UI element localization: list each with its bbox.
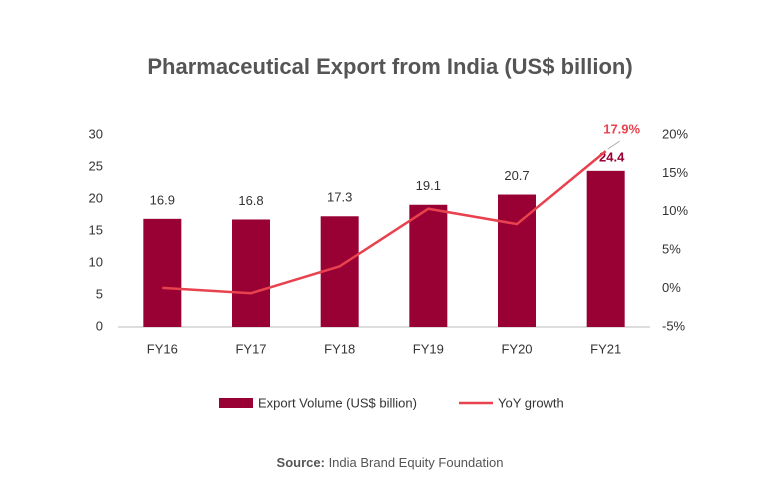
y-tick-label: 5 [96, 286, 103, 301]
y-tick-label: 15 [89, 222, 103, 237]
y-tick-label: 10 [89, 254, 103, 269]
y-tick-label: 0 [96, 318, 103, 333]
bar-value-label: 19.1 [416, 178, 441, 193]
bar [232, 219, 270, 327]
bar-value-label: 16.9 [150, 192, 175, 207]
y-tick-label: 20 [89, 190, 103, 205]
bar [409, 204, 448, 327]
x-tick-label: FY17 [235, 341, 266, 356]
source-label: Source: [277, 455, 325, 470]
legend-label: YoY growth [498, 395, 564, 410]
y2-tick-label: 0% [662, 280, 681, 295]
x-tick-label: FY21 [590, 341, 621, 356]
line [162, 150, 607, 295]
x-tick-label: FY16 [147, 341, 178, 356]
y-tick-label: 30 [89, 126, 103, 141]
bar [143, 218, 182, 327]
line-value-label: 17.9% [603, 122, 640, 137]
y-tick-label: 25 [89, 158, 103, 173]
y2-tick-label: 15% [662, 165, 688, 180]
bar-value-label: 20.7 [504, 168, 529, 183]
bar [586, 170, 625, 327]
x-tick-label: FY18 [324, 341, 355, 356]
bar-value-label: 17.3 [327, 190, 352, 205]
source-text: India Brand Equity Foundation [329, 455, 504, 470]
bar-value-label: 24.4 [599, 149, 625, 164]
y2-tick-label: 20% [662, 126, 688, 141]
bar [498, 194, 536, 327]
chart-title: Pharmaceutical Export from India (US$ bi… [147, 54, 632, 79]
x-tick-label: FY20 [501, 341, 532, 356]
bar-value-label: 16.8 [238, 193, 263, 208]
legend-swatch [219, 398, 253, 408]
bar [320, 216, 359, 327]
source: Source: India Brand Equity Foundation [277, 455, 504, 470]
y2-tick-label: -5% [662, 318, 686, 333]
y2-tick-label: 5% [662, 242, 681, 257]
x-tick-label: FY19 [413, 341, 444, 356]
leader-line [607, 140, 620, 150]
y2-tick-label: 10% [662, 203, 688, 218]
legend-label: Export Volume (US$ billion) [258, 395, 417, 410]
